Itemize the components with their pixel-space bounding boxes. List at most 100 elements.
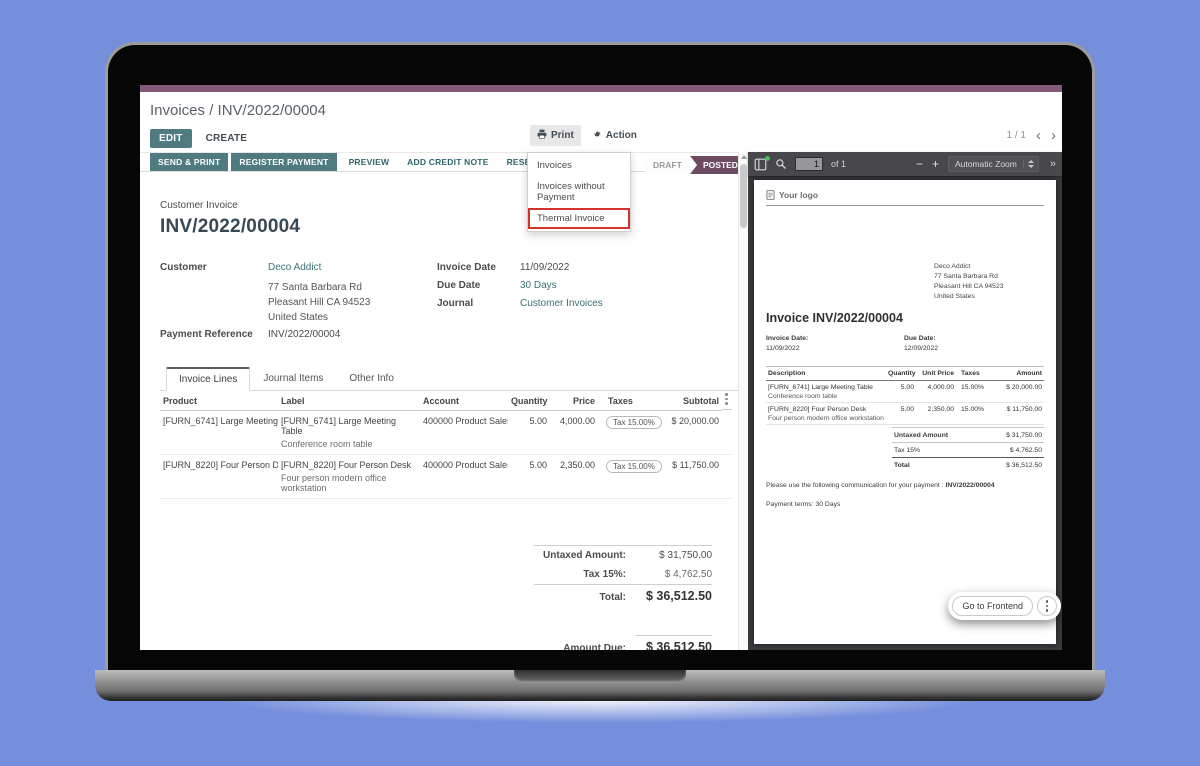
col-subtotal[interactable]: Subtotal — [662, 391, 722, 411]
print-menu-button[interactable]: Print — [530, 125, 581, 146]
due-date-label: Due Date — [437, 280, 481, 291]
logo-label: Your logo — [779, 190, 819, 200]
form-scrollbar[interactable] — [738, 152, 748, 650]
page-number-input[interactable] — [795, 157, 823, 171]
address-line: Deco Addict — [934, 263, 971, 270]
zoom-out-icon[interactable]: − — [915, 157, 923, 171]
breadcrumb: Invoices / INV/2022/00004 — [148, 98, 1062, 125]
more-options-icon[interactable] — [1037, 596, 1057, 616]
toolbar-overflow-icon[interactable]: » — [1049, 158, 1056, 170]
customer-address-block: Deco Addict 77 Santa Barbara Rd Pleasant… — [934, 262, 1044, 302]
menu-item-invoices-without-payment[interactable]: Invoices without Payment — [537, 181, 605, 203]
invoice-form-pane: SEND & PRINT REGISTER PAYMENT PREVIEW AD… — [140, 152, 738, 650]
payment-reference-label: Payment Reference — [160, 329, 253, 340]
tab-journal-items[interactable]: Journal Items — [263, 373, 324, 384]
control-row: EDIT CREATE Print Action 1 / 1 — [148, 125, 1062, 151]
laptop-screen: Invoices / INV/2022/00004 EDIT CREATE Pr… — [140, 85, 1062, 650]
menu-item-thermal-invoice[interactable]: Thermal Invoice — [528, 208, 630, 229]
table-header-row: Product Label Account Quantity Price Tax… — [160, 391, 732, 411]
col-label[interactable]: Label — [278, 391, 420, 411]
cell-product: [FURN_8220] Four Person Desk — [163, 460, 278, 470]
amount-due-label: Amount Due: — [563, 643, 626, 650]
chevron-right-icon[interactable]: › — [1051, 127, 1056, 144]
breadcrumb-invoices[interactable]: Invoices — [150, 102, 206, 119]
state-draft[interactable]: DRAFT — [645, 156, 697, 174]
odoo-top-nav — [140, 85, 1062, 92]
cell-subtotal: $ 11,750.00 — [672, 460, 719, 470]
sidebar-toggle-icon[interactable] — [754, 155, 770, 171]
print-dropdown-menu: Invoices Invoices without Payment Therma… — [527, 152, 631, 232]
preview-button[interactable]: PREVIEW — [348, 157, 390, 167]
due-date-value[interactable]: 30 Days — [520, 280, 557, 291]
go-to-frontend-button[interactable]: Go to Frontend — [952, 596, 1033, 616]
col-taxes[interactable]: Taxes — [598, 391, 662, 411]
table-row[interactable]: [FURN_6741] Large Meeting Table [FURN_67… — [160, 411, 732, 455]
pdf-totals: Untaxed Amount $ 31,750.00 Tax 15% $ 4,762… — [892, 427, 1044, 472]
invoice-sheet: Customer Invoice INV/2022/00004 Customer… — [140, 172, 738, 650]
notebook-tabs: Invoice Lines Journal Items Other Info — [160, 367, 738, 391]
state-posted[interactable]: POSTED — [690, 156, 738, 174]
register-payment-button[interactable]: REGISTER PAYMENT — [231, 153, 337, 171]
journal-value[interactable]: Customer Invoices — [520, 298, 603, 309]
breadcrumb-current: INV/2022/00004 — [217, 102, 326, 119]
field-groups: Customer Deco Addict 77 Santa Barbara Rd… — [160, 262, 738, 347]
untaxed-amount-value: $ 31,750.00 — [659, 550, 712, 561]
address-line: United States — [268, 312, 329, 323]
pdf-dates: Invoice Date: 11/09/2022 Due Date: 12/09… — [766, 334, 1044, 354]
pdf-table-row: [FURN_6741] Large Meeting Table Conferenc… — [766, 381, 1044, 403]
add-credit-note-button[interactable]: ADD CREDIT NOTE — [407, 157, 489, 167]
state-ribbon: DRAFT POSTED — [645, 156, 738, 174]
action-label: Action — [605, 130, 637, 141]
pdf-invoice-title: Invoice INV/2022/00004 — [766, 311, 903, 325]
cell-account: 400000 Product Sales — [423, 460, 508, 470]
send-print-button[interactable]: SEND & PRINT — [150, 153, 229, 171]
cell-label: [FURN_8220] Four Person Desk — [281, 460, 412, 470]
journal-label: Journal — [437, 298, 474, 309]
zoom-level-label: Automatic Zoom — [954, 159, 1017, 169]
statusbar: SEND & PRINT REGISTER PAYMENT PREVIEW AD… — [140, 152, 738, 174]
invoice-number: INV/2022/00004 — [160, 216, 301, 237]
kebab-menu-icon[interactable] — [722, 391, 732, 410]
left-field-column: Customer Deco Addict 77 Santa Barbara Rd… — [160, 262, 437, 347]
invoice-date-label: Invoice Date — [437, 262, 496, 273]
tab-other-info[interactable]: Other Info — [349, 373, 394, 384]
zoom-level-select[interactable]: Automatic Zoom — [947, 156, 1039, 172]
action-menu-button[interactable]: Action — [593, 130, 637, 142]
address-line: 77 Santa Barbara Rd — [268, 282, 362, 293]
laptop-notch — [514, 670, 686, 683]
tab-invoice-lines[interactable]: Invoice Lines — [166, 367, 251, 391]
cell-account: 400000 Product Sales — [423, 416, 508, 426]
cell-label-detail: Conference room table — [281, 439, 373, 449]
pdf-viewer-canvas: Your logo Deco Addict 77 Santa Barbara R… — [748, 176, 1062, 650]
pdf-due-date-value: 12/09/2022 — [904, 345, 939, 352]
pdf-preview-pane: of 1 − + Automatic Zoom » Your logo — [748, 152, 1062, 650]
pdf-table-row: [FURN_8220] Four Person Desk Four person … — [766, 403, 1044, 425]
tax-label: Tax 15%: — [583, 569, 626, 580]
scrollbar-thumb[interactable] — [740, 164, 747, 228]
col-product[interactable]: Product — [160, 391, 278, 411]
pdf-table-header: Description Quantity Unit Price Taxes Am… — [766, 366, 1044, 381]
chevron-left-icon[interactable]: ‹ — [1036, 127, 1041, 144]
pdf-payment-note: Please use the following communication f… — [766, 482, 995, 489]
cell-label: [FURN_6741] Large Meeting Table — [281, 416, 397, 436]
invoice-lines-table: Product Label Account Quantity Price Tax… — [160, 391, 732, 499]
edit-button[interactable]: EDIT — [150, 128, 192, 148]
customer-address: 77 Santa Barbara Rd Pleasant Hill CA 945… — [268, 280, 437, 325]
customer-link[interactable]: Deco Addict — [268, 262, 322, 273]
create-button[interactable]: CREATE — [205, 132, 248, 144]
menu-item-invoices[interactable]: Invoices — [537, 160, 572, 171]
address-line: Pleasant Hill CA 94523 — [268, 297, 371, 308]
tax-value: $ 4,762.50 — [664, 569, 712, 580]
col-account[interactable]: Account — [420, 391, 508, 411]
page-count-label: of 1 — [831, 159, 847, 169]
zoom-in-icon[interactable]: + — [931, 157, 939, 171]
total-value: $ 36,512.50 — [645, 589, 712, 603]
document-type-label: Customer Invoice — [160, 200, 238, 211]
table-row[interactable]: [FURN_8220] Four Person Desk [FURN_8220]… — [160, 455, 732, 499]
search-icon[interactable] — [775, 158, 787, 170]
laptop-base — [95, 670, 1105, 701]
print-label: Print — [551, 130, 574, 141]
col-quantity[interactable]: Quantity — [508, 391, 550, 411]
pdf-invoice-date-value: 11/09/2022 — [766, 345, 800, 352]
col-price[interactable]: Price — [550, 391, 598, 411]
